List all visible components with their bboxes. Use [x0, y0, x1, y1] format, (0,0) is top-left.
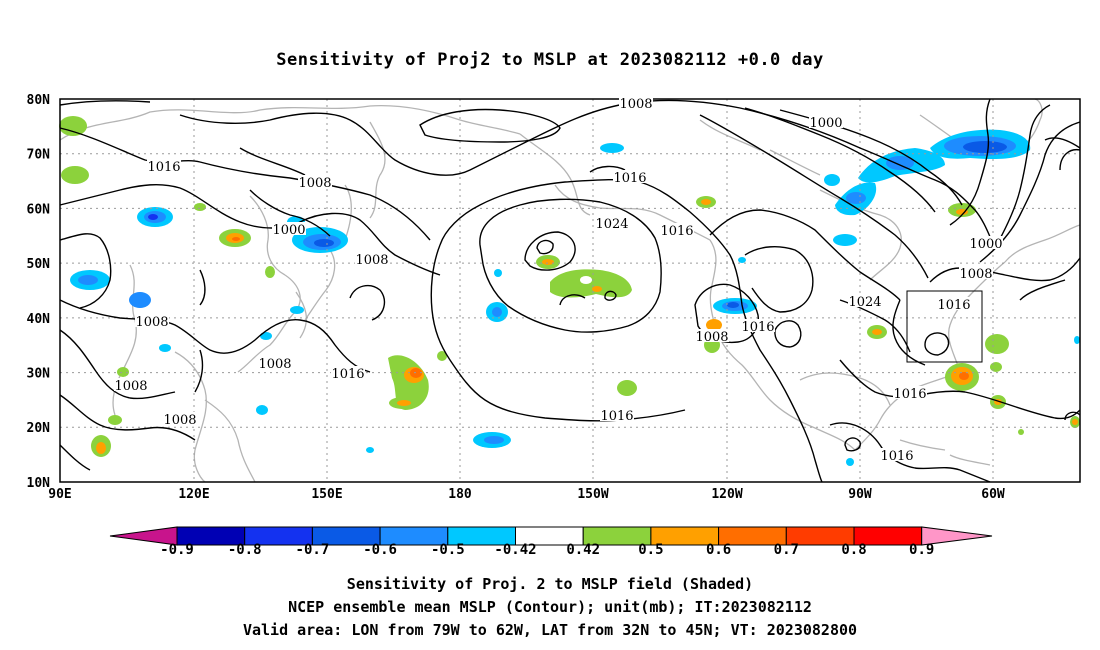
colorbar-tick-label: 0.6 — [705, 542, 732, 558]
contour-label: 1016 — [741, 320, 774, 335]
colorbar-tick-label: -0.5 — [430, 542, 465, 558]
map-frame — [59, 98, 1081, 483]
lat-label: 70N — [27, 148, 51, 163]
sensitivity-shading — [59, 116, 1080, 466]
contour-label: 1008 — [163, 413, 196, 428]
contour-label-bg — [695, 329, 729, 342]
lat-label: 40N — [27, 312, 51, 327]
contour-label: 1008 — [114, 379, 147, 394]
contour-label-bg — [959, 266, 993, 279]
contour-label: 1008 — [298, 176, 331, 191]
contour-label: 1008 — [695, 330, 728, 345]
contour-label-bg — [741, 319, 775, 332]
lon-label: 150W — [577, 487, 608, 502]
contour-label: 1008 — [959, 267, 992, 282]
lon-label: 120W — [711, 487, 742, 502]
contour-labels: 1008 1016 1008 1000 1008 1008 1008 1008 1016 1008… — [114, 96, 1003, 464]
lat-label: 30N — [27, 367, 51, 382]
colorbar-tick-label: 0.8 — [841, 542, 867, 558]
contour-label: 1016 — [147, 160, 180, 175]
contour-label-bg — [660, 223, 694, 236]
lon-label: 120E — [178, 487, 209, 502]
contour-label: 1000 — [272, 223, 305, 238]
contour-label-bg — [135, 314, 169, 327]
contour-label: 1008 — [258, 357, 291, 372]
colorbar-tick-label: 0.42 — [566, 542, 601, 558]
contour-label-bg — [880, 448, 914, 461]
contour-label-bg — [848, 294, 882, 307]
lat-lon-grid — [60, 99, 1080, 482]
contour-label: 1008 — [355, 253, 388, 268]
contour-label-bg — [613, 170, 647, 183]
lon-label: 60W — [981, 487, 1005, 502]
lat-label: 20N — [27, 421, 51, 436]
colorbar — [109, 526, 993, 546]
colorbar-tick-label: -0.42 — [494, 542, 537, 558]
contour-label-bg — [600, 408, 634, 421]
colorbar-tick-label: 0.5 — [638, 542, 664, 558]
lat-label: 50N — [27, 257, 51, 272]
longitude-labels: 90E 120E 150E 180 150W 120W 90W 60W — [48, 487, 1005, 502]
contour-label: 1008 — [619, 97, 652, 112]
contour-label: 1008 — [135, 315, 168, 330]
lat-label: 80N — [27, 93, 51, 108]
contour-label: 1000 — [969, 237, 1002, 252]
contour-label: 1016 — [331, 367, 364, 382]
contour-label-bg — [619, 96, 653, 109]
plot-title: Sensitivity of Proj2 to MSLP at 20230821… — [276, 50, 824, 70]
colorbar-high-triangle — [921, 526, 993, 546]
colorbar-low-triangle — [109, 526, 178, 546]
contour-label-bg — [969, 236, 1003, 249]
caption-line-3: Valid area: LON from 79W to 62W, LAT fro… — [242, 621, 858, 639]
colorbar-tick-label: -0.8 — [227, 542, 262, 558]
contour-label-bg — [893, 386, 927, 399]
lat-label: 60N — [27, 202, 51, 217]
contour-label: 1016 — [880, 449, 913, 464]
lon-label: 90E — [48, 487, 71, 502]
contour-label-bg — [258, 356, 292, 369]
caption-line-1: Sensitivity of Proj. 2 to MSLP field (Sh… — [346, 575, 754, 593]
lon-label: 90W — [848, 487, 872, 502]
contour-label-bg — [937, 297, 971, 310]
contour-label-bg — [331, 366, 365, 379]
colorbar-tick-label: 0.9 — [909, 542, 935, 558]
contour-label-bg — [147, 159, 181, 172]
contour-label-bg — [595, 216, 629, 229]
contour-label: 1024 — [848, 295, 881, 310]
contour-label: 1024 — [595, 217, 628, 232]
contour-label-bg — [114, 378, 148, 391]
caption-line-2: NCEP ensemble mean MSLP (Contour); unit(… — [288, 598, 812, 616]
contour-label: 1016 — [937, 298, 970, 313]
lat-label: 10N — [27, 476, 51, 491]
contour-label-bg — [298, 175, 332, 188]
contour-label: 1000 — [809, 116, 842, 131]
contour-label: 1016 — [893, 387, 926, 402]
contour-label-bg — [163, 412, 197, 425]
valid-area-box — [906, 290, 983, 363]
contour-label-bg — [272, 222, 306, 235]
colorbar-tick-label: -0.7 — [295, 542, 330, 558]
contour-label-bg — [355, 252, 389, 265]
latitude-labels: 80N 70N 60N 50N 40N 30N 20N 10N — [27, 93, 51, 491]
contour-label-bg — [809, 115, 843, 128]
colorbar-tick-label: -0.9 — [160, 542, 194, 558]
lon-label: 150E — [311, 487, 342, 502]
contour-label: 1016 — [600, 409, 633, 424]
contour-label: 1016 — [660, 224, 693, 239]
lon-label: 180 — [448, 487, 472, 502]
colorbar-tick-label: -0.6 — [363, 542, 397, 558]
colorbar-tick-label: 0.7 — [773, 542, 799, 558]
contour-label: 1016 — [613, 171, 646, 186]
